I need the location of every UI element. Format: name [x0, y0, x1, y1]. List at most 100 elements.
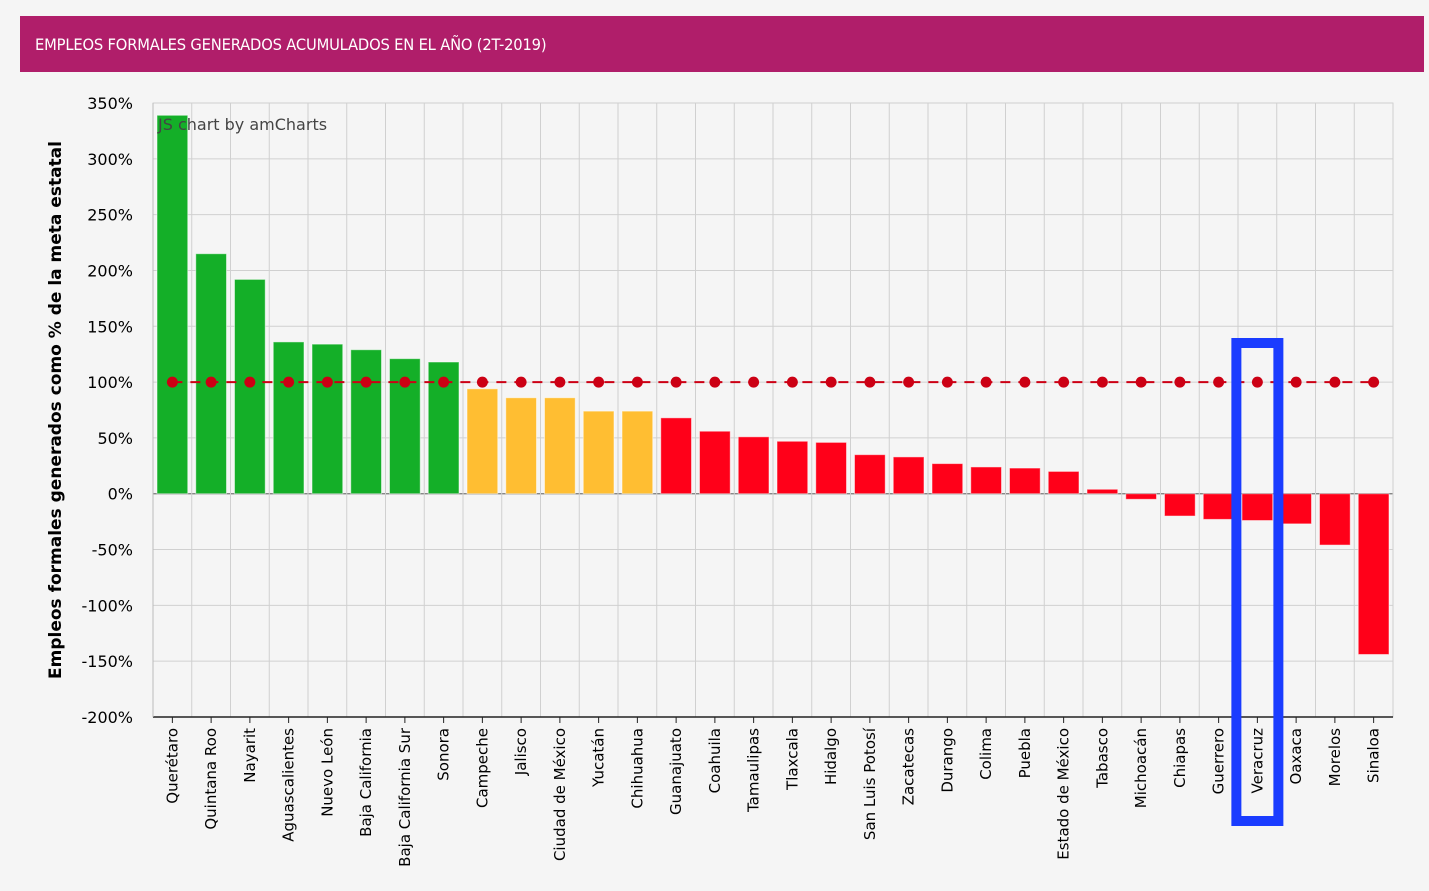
goal-marker[interactable]: [593, 376, 605, 388]
bar[interactable]: [660, 417, 692, 495]
y-tick-label: -50%: [92, 541, 133, 560]
bar[interactable]: [1164, 493, 1196, 517]
y-tick-label: 100%: [87, 373, 133, 392]
bar[interactable]: [1125, 493, 1157, 500]
bar[interactable]: [737, 436, 770, 495]
goal-marker[interactable]: [515, 376, 527, 388]
goal-marker[interactable]: [980, 376, 992, 388]
bar[interactable]: [1319, 493, 1351, 546]
bar[interactable]: [699, 430, 731, 495]
goal-marker[interactable]: [205, 376, 217, 388]
bar[interactable]: [544, 397, 576, 495]
bar[interactable]: [776, 440, 809, 495]
bar[interactable]: [311, 343, 344, 495]
goal-marker[interactable]: [1329, 376, 1341, 388]
x-tick-label: Hidalgo: [822, 728, 840, 785]
bar[interactable]: [1280, 493, 1312, 525]
goal-marker[interactable]: [1213, 376, 1225, 388]
y-tick-label: 300%: [87, 150, 133, 169]
bar[interactable]: [1241, 493, 1274, 522]
y-tick-label: 50%: [97, 429, 133, 448]
x-tick-label: Guanajuato: [667, 728, 685, 815]
x-tick-label: Morelos: [1326, 728, 1344, 787]
amcharts-watermark[interactable]: JS chart by amCharts: [157, 115, 327, 134]
bar[interactable]: [582, 410, 615, 495]
goal-marker[interactable]: [1368, 376, 1380, 388]
y-tick-label: -150%: [81, 652, 133, 671]
goal-marker[interactable]: [631, 376, 643, 388]
bar[interactable]: [350, 349, 382, 495]
goal-marker[interactable]: [1135, 376, 1147, 388]
goal-marker[interactable]: [438, 376, 450, 388]
chart-title-bar: EMPLEOS FORMALES GENERADOS ACUMULADOS EN…: [20, 16, 1424, 72]
x-tick-label: Yucatán: [590, 728, 608, 788]
x-tick-label: Tlaxcala: [783, 728, 801, 791]
bar[interactable]: [970, 466, 1002, 495]
bar[interactable]: [931, 463, 964, 495]
x-tick-label: Estado de México: [1055, 728, 1073, 860]
x-tick-label: Coahuila: [706, 728, 724, 793]
goal-marker[interactable]: [1251, 376, 1263, 388]
goal-marker[interactable]: [476, 376, 488, 388]
goal-marker[interactable]: [399, 376, 411, 388]
goal-marker[interactable]: [903, 376, 915, 388]
goal-marker[interactable]: [1058, 376, 1070, 388]
y-tick-label: 200%: [87, 261, 133, 280]
x-tick-label: Michoacán: [1132, 728, 1150, 808]
goal-marker[interactable]: [1019, 376, 1031, 388]
goal-marker[interactable]: [321, 376, 333, 388]
goal-marker[interactable]: [360, 376, 372, 388]
x-tick-label: Tamaulipas: [745, 728, 763, 813]
bar[interactable]: [815, 441, 847, 495]
bar[interactable]: [621, 410, 654, 495]
x-tick-label: Zacatecas: [900, 728, 918, 805]
x-tick-label: Nayarit: [241, 728, 259, 783]
x-tick-label: Sinaloa: [1365, 728, 1383, 783]
goal-marker[interactable]: [1290, 376, 1302, 388]
goal-marker[interactable]: [554, 376, 566, 388]
goal-marker[interactable]: [1174, 376, 1186, 388]
goal-marker[interactable]: [1096, 376, 1108, 388]
bar[interactable]: [272, 341, 305, 495]
bar[interactable]: [156, 114, 189, 495]
x-tick-label: Chiapas: [1171, 728, 1189, 788]
y-tick-label: -200%: [81, 708, 133, 727]
x-tick-label: Campeche: [473, 728, 491, 808]
x-tick-label: Baja California: [357, 728, 375, 837]
goal-marker[interactable]: [283, 376, 295, 388]
goal-marker[interactable]: [748, 376, 760, 388]
goal-marker[interactable]: [709, 376, 721, 388]
x-tick-label: Aguascalientes: [280, 728, 298, 842]
x-tick-label: Guerrero: [1210, 728, 1228, 794]
goal-marker[interactable]: [166, 376, 178, 388]
bar[interactable]: [1047, 470, 1080, 495]
goal-marker[interactable]: [786, 376, 798, 388]
x-tick-label: Nuevo León: [318, 728, 336, 817]
bar[interactable]: [892, 456, 925, 495]
y-axis-label: Empleos formales generados como % de la …: [46, 141, 66, 679]
bar[interactable]: [505, 397, 537, 495]
goal-line: [166, 376, 1380, 388]
goal-marker[interactable]: [244, 376, 256, 388]
bar[interactable]: [1009, 467, 1041, 495]
x-tick-label: Sonora: [435, 728, 453, 781]
bar[interactable]: [195, 253, 227, 495]
bar[interactable]: [466, 388, 499, 495]
bar[interactable]: [1086, 488, 1119, 495]
bar[interactable]: [1202, 493, 1235, 520]
goal-marker[interactable]: [864, 376, 876, 388]
x-tick-label: Ciudad de México: [551, 728, 569, 861]
x-tick-label: Puebla: [1016, 728, 1034, 778]
bar[interactable]: [854, 454, 886, 495]
x-tick-label: Colima: [977, 728, 995, 780]
x-tick-label: Oaxaca: [1287, 728, 1305, 785]
goal-marker[interactable]: [670, 376, 682, 388]
bar[interactable]: [1357, 493, 1390, 655]
highlight-box-group: [1231, 338, 1284, 826]
x-tick-label: Tabasco: [1093, 728, 1111, 789]
x-tick-label: Chihuahua: [628, 728, 646, 809]
goal-marker[interactable]: [825, 376, 837, 388]
goal-marker[interactable]: [941, 376, 953, 388]
x-tick-label: Baja California Sur: [396, 727, 414, 867]
